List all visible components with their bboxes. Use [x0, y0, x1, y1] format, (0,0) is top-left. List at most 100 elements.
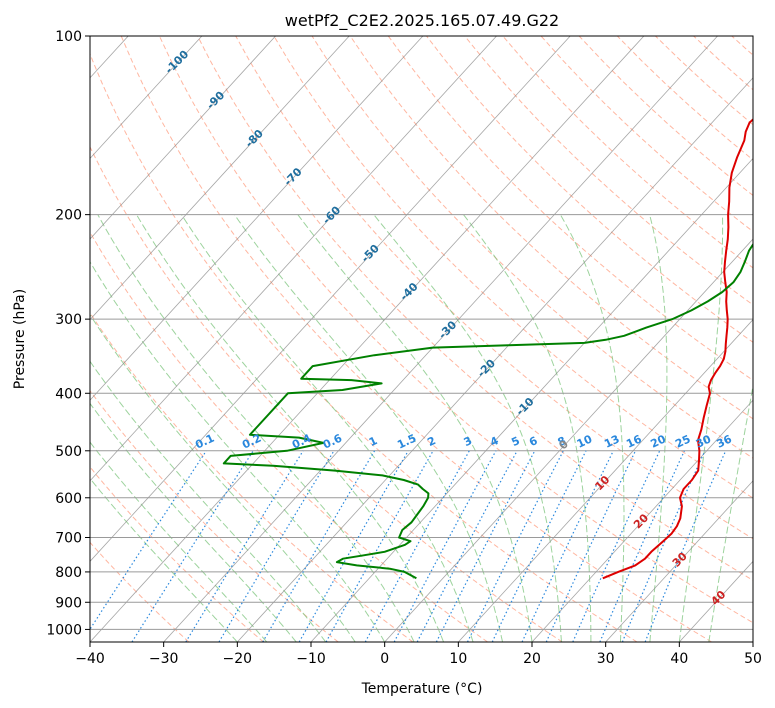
y-tick-label: 500: [55, 444, 82, 460]
mixing-ratio-label: 36: [715, 432, 735, 450]
mixing-ratio-line: [599, 450, 685, 642]
plot-background-lines: [90, 36, 775, 642]
dry-adiabat-line: [120, 36, 712, 642]
x-tick-label: −40: [75, 651, 105, 667]
moist-adiabat-line: [234, 214, 503, 642]
plot-frame: [89, 35, 754, 643]
moist-adiabat-line: [97, 214, 415, 642]
moist-adiabat-line: [90, 441, 268, 642]
mixing-ratio-line: [185, 450, 304, 642]
y-tick-label: 400: [55, 386, 82, 402]
mixing-ratio-label: 25: [673, 433, 692, 451]
y-tick-label: 700: [55, 531, 82, 547]
isotherm-line: [90, 36, 497, 482]
mixing-ratio-label: 13: [602, 433, 621, 451]
dry-adiabat-line: [90, 145, 563, 642]
mixing-ratio-label: 0.1: [193, 432, 216, 452]
dry-adiabat-line: [464, 36, 753, 306]
isotherm-line: [605, 480, 753, 642]
mixing-ratio-line: [572, 450, 661, 642]
temperature-profile-line: [602, 118, 753, 580]
dry-adiabat-line: [387, 36, 753, 381]
dry-adiabat-line: [90, 389, 339, 642]
mixing-ratio-label: 1: [367, 434, 379, 449]
chart-title: wetPf2_C2E2.2025.165.07.49.G22: [285, 11, 559, 31]
moist-adiabat-line: [678, 214, 724, 642]
mixing-ratio-line: [325, 450, 434, 642]
y-tick-label: 200: [55, 208, 82, 224]
y-tick-label: 600: [55, 491, 82, 507]
isotherm-line: [310, 157, 753, 642]
x-tick-label: 10: [449, 651, 467, 667]
mixing-ratio-line: [491, 450, 587, 642]
mixing-ratio-label: 6: [527, 434, 540, 449]
dry-adiabat-line: [197, 36, 753, 581]
isotherm-line: [163, 36, 718, 642]
moist-adiabat-line: [136, 214, 445, 642]
mixing-ratio-line: [131, 450, 254, 642]
mixing-ratio-label: 2: [425, 434, 437, 449]
mixing-ratio-line: [621, 450, 706, 642]
isotherm-line: [90, 36, 645, 642]
mixing-ratio-line: [545, 450, 637, 642]
isotherm-line: [90, 36, 424, 401]
mixing-ratio-line: [218, 450, 335, 642]
y-tick-label: 800: [55, 565, 82, 581]
mixing-ratio-line: [90, 450, 207, 631]
dry-adiabat-line: [90, 541, 190, 642]
dry-adiabat-line: [90, 52, 638, 642]
mixing-ratio-label: 16: [624, 432, 644, 450]
mixing-ratio-label: 0.4: [290, 431, 313, 451]
x-tick-label: −30: [149, 651, 179, 667]
moist-adiabat-line: [708, 383, 753, 642]
isotherm-line: [237, 77, 753, 642]
moist-adiabat-line: [463, 214, 592, 642]
moist-adiabat-line: [181, 214, 474, 642]
isotherm-line: [90, 36, 276, 240]
moist-adiabat-line: [649, 214, 668, 642]
dry-adiabat-line: [311, 36, 753, 459]
isotherm-line: [531, 399, 753, 642]
y-tick-label: 1000: [46, 622, 82, 638]
isotherm-line: [90, 36, 203, 160]
y-tick-label: 900: [55, 595, 82, 611]
mixing-ratio-label: 5: [509, 434, 521, 449]
dry-adiabat-line: [655, 36, 753, 126]
dry-adiabat-line: [235, 36, 753, 540]
x-axis-label: Temperature (°C): [361, 681, 483, 697]
y-tick-label: 100: [55, 29, 82, 45]
dry-adiabat-line: [426, 36, 753, 343]
mixing-ratio-line: [644, 450, 727, 642]
x-tick-label: 20: [523, 651, 541, 667]
dry-adiabat-line: [90, 312, 414, 642]
x-tick-label: 30: [597, 651, 615, 667]
moist-adiabat-line: [90, 260, 386, 642]
dry-adiabat-line: [502, 36, 753, 269]
dry-adiabat-line: [273, 36, 753, 499]
isotherm-line: [752, 641, 753, 642]
isotherm-line: [458, 319, 753, 642]
x-tick-label: 40: [670, 651, 688, 667]
y-tick-label: 300: [55, 312, 82, 328]
mixing-ratio-label: 20: [649, 432, 669, 450]
axes: −40 −30 −20 −10 0 10 20 30 40 5010020030040050060…: [46, 29, 762, 667]
dewpoint-profile-line: [222, 242, 753, 580]
x-tick-label: −20: [223, 651, 253, 667]
x-tick-label: −10: [296, 651, 326, 667]
dry-adiabat-line: [770, 36, 775, 642]
mixing-ratio-label: 1.5: [395, 432, 418, 452]
moist-adiabat-line: [90, 477, 238, 642]
moist-adiabat-line: [90, 313, 356, 642]
mixing-ratio-label: 10: [575, 432, 595, 450]
moist-adiabat-line: [559, 214, 625, 642]
mixing-ratio-line: [298, 450, 409, 642]
x-tick-label: 0: [380, 651, 389, 667]
y-axis-label: Pressure (hPa): [12, 289, 28, 389]
mixing-ratio-line: [416, 450, 518, 642]
mixing-ratio-line: [393, 450, 497, 642]
mixing-ratio-label: 3: [462, 434, 474, 449]
isotherm-line: [90, 36, 571, 562]
isotherm-line: [384, 238, 753, 642]
